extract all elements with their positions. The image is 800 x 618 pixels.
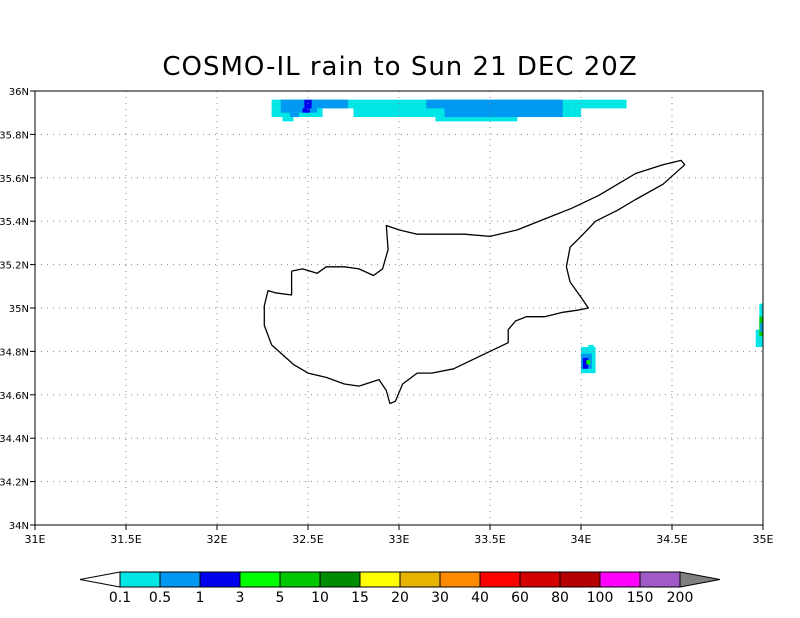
colorbar-label: 150 [627,590,654,606]
colorbar-swatch [479,571,521,588]
lat-lon-grid [35,91,763,525]
rain-cell [317,99,349,109]
x-tick-label: 34E [571,533,592,546]
y-tick-label: 34.6N [0,391,29,402]
y-tick-label: 35.8N [0,130,29,141]
rain-field [271,99,763,374]
y-tick-label: 36N [9,87,29,98]
rain-cell [282,117,294,122]
colorbar-swatch [519,571,561,588]
x-tick-label: 33E [389,533,410,546]
rain-cell [426,99,563,109]
colorbar-label: 10 [311,590,329,606]
x-tick-label: 33.5E [474,533,505,546]
y-tick-label: 35.4N [0,217,29,228]
rain-cell [302,108,310,113]
x-tick-label: 31E [25,533,46,546]
colorbar-swatch [439,571,481,588]
rain-cell [760,323,763,332]
rain-cell [280,99,318,113]
coastline [263,159,686,405]
rain-cell [289,112,299,118]
rain-cell [435,117,518,122]
y-tick-label: 35.2N [0,261,29,272]
y-tick-label: 34.4N [0,434,29,445]
colorbar-swatch [599,571,641,588]
colorbar-swatch [159,571,201,588]
rain-cell [588,344,594,352]
colorbar-swatch [639,571,681,588]
colorbar-label: 15 [351,590,369,606]
colorbar-swatch [239,571,281,588]
colorbar-swatch [119,571,161,588]
y-tick-label: 34.8N [0,347,29,358]
colorbar-swatch [359,571,401,588]
rain-cell [755,329,763,348]
colorbar-swatch [319,571,361,588]
colorbar-label: 100 [587,590,614,606]
colorbar-label: 5 [276,590,285,606]
rain-cell [571,108,581,118]
cyprus-coastline [263,159,686,405]
longitude-ticks: 31E 31.5E 32E 32.5E 33E 33.5E 34E 34.5E 35E [25,525,774,546]
colorbar-upper-extend [679,571,721,588]
rain-cell [586,360,591,365]
x-tick-label: 32E [207,533,228,546]
colorbar-label: 40 [471,590,489,606]
y-tick-label: 35N [9,304,29,315]
colorbar-swatch [279,571,321,588]
colorbar-label: 0.1 [109,590,131,606]
x-tick-label: 31.5E [110,533,141,546]
x-tick-label: 34.5E [656,533,687,546]
colorbar-swatch [199,571,241,588]
colorbar-label: 30 [431,590,449,606]
colorbar-label: 80 [551,590,569,606]
colorbar-lower-extend [79,571,121,588]
colorbar: 0.1 0.5 1 3 5 10 15 20 30 40 60 80 100 150 200 [79,571,721,606]
latitude-ticks: 34N 34.2N 34.4N 34.6N 34.8N 35N 35.2N 35.4N 35.6… [0,87,35,532]
rain-cell [582,357,589,369]
colorbar-label: 0.5 [149,590,171,606]
colorbar-label: 3 [236,590,245,606]
rain-cell [571,99,627,109]
y-tick-label: 35.6N [0,174,29,185]
colorbar-label: 20 [391,590,409,606]
rain-cell [304,99,312,109]
x-tick-label: 35E [753,533,774,546]
y-tick-label: 34N [9,521,29,532]
colorbar-label: 60 [511,590,529,606]
colorbar-label: 1 [196,590,205,606]
map-title: COSMO-IL rain to Sun 21 DEC 20Z [162,52,638,82]
colorbar-swatch [559,571,601,588]
colorbar-swatch [399,571,441,588]
rain-cell [444,108,563,118]
x-tick-label: 32.5E [292,533,323,546]
y-tick-label: 34.2N [0,478,29,489]
colorbar-label: 200 [667,590,694,606]
